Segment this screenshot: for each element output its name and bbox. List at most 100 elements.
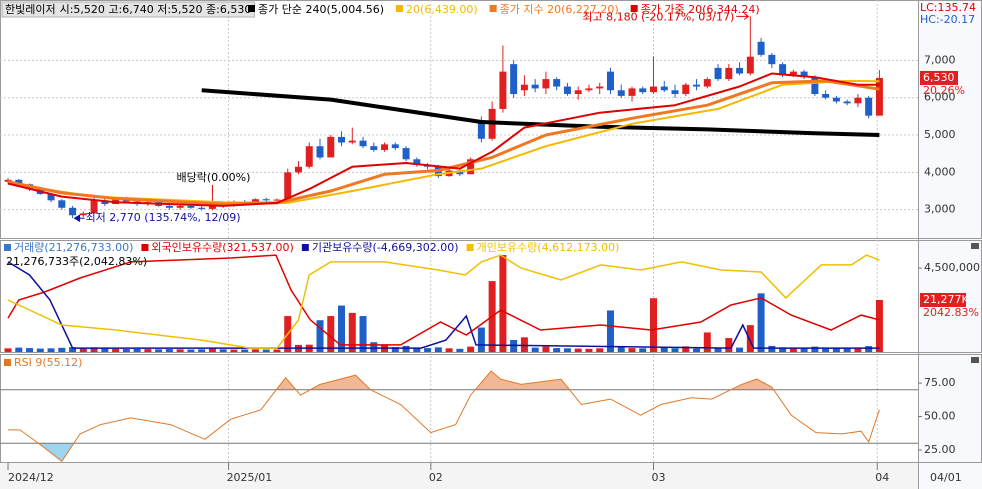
candle-body <box>381 144 389 150</box>
legend-swatch <box>4 244 11 251</box>
volume-bar <box>316 320 324 352</box>
volume-bar <box>617 347 625 352</box>
volume-bar <box>15 347 23 352</box>
candle-body <box>822 94 830 98</box>
legend-label: 기관보유수량(-4,669,302.00) <box>312 241 459 254</box>
candle-body <box>359 140 367 147</box>
legend-label: 종가 가중 20(6,344.24) <box>641 3 760 16</box>
panel-button[interactable] <box>971 243 979 249</box>
volume-bar <box>585 348 593 352</box>
volume-bar <box>682 346 690 352</box>
volume-bar <box>79 348 87 352</box>
legend-swatch <box>248 5 255 12</box>
candle-body <box>499 71 507 109</box>
volume-bar <box>122 349 130 352</box>
legend-swatch <box>630 5 638 12</box>
volume-bar <box>574 348 582 352</box>
candle-body <box>779 64 787 76</box>
legend-swatch <box>141 244 149 251</box>
candle-body <box>187 205 195 208</box>
candle-body <box>639 88 647 93</box>
moving-average-line <box>7 72 880 207</box>
candle-body <box>165 205 173 208</box>
annotation: 최고 8,180 (-20.17%, 03/17) <box>582 10 734 23</box>
y-tick-label: 4,000 <box>924 165 956 178</box>
volume-bar <box>434 347 442 352</box>
candle-body <box>553 79 561 87</box>
volume-bar <box>208 348 216 352</box>
candle-body <box>542 79 550 89</box>
volume-bar <box>165 349 173 352</box>
legend-swatch <box>396 5 404 12</box>
volume-bar <box>596 348 604 352</box>
candle-body <box>811 77 819 95</box>
candle-body <box>682 84 690 95</box>
volume-bar <box>811 346 819 352</box>
last-price-box <box>920 70 958 85</box>
volume-bar <box>327 316 335 352</box>
candle-body <box>843 101 851 104</box>
candle-body <box>101 200 109 205</box>
volume-bar <box>391 347 399 352</box>
volume-bar <box>445 348 453 352</box>
candle-body <box>703 79 711 87</box>
holding-line <box>7 254 880 346</box>
x-tick-label: 04 <box>875 471 889 484</box>
candle-body <box>606 71 614 91</box>
candle-body <box>90 200 98 214</box>
volume-bar <box>101 348 109 352</box>
legend-label: 외국인보유수량(321,537.00) <box>151 241 293 254</box>
volume-bar <box>746 325 754 352</box>
volume-bar <box>628 348 636 352</box>
volume-bar <box>789 348 797 352</box>
candle-body <box>768 54 776 65</box>
volume-bar <box>779 347 787 352</box>
volume-bar <box>736 347 744 352</box>
candle-body <box>58 200 66 208</box>
x-tick-label: 2024/12 <box>8 471 54 484</box>
volume-bar <box>456 348 464 352</box>
candle-body <box>757 41 765 55</box>
last-price-label: 6,530 <box>923 71 955 84</box>
volume-bar <box>273 349 281 352</box>
candle-body <box>650 86 658 93</box>
volume-bar <box>725 338 733 352</box>
y-tick-label: 5,000 <box>924 128 956 141</box>
volume-bar <box>413 347 421 352</box>
candle-body <box>251 199 259 203</box>
volume-bar <box>359 316 367 352</box>
candle-body <box>746 56 754 74</box>
candle-body <box>273 199 281 201</box>
low-change-label: LC:135.74 <box>920 1 976 14</box>
candle-body <box>176 205 184 208</box>
candle-body <box>338 136 346 143</box>
x-axis-area <box>0 463 918 489</box>
y-tick-label: 6,000 <box>924 91 956 104</box>
volume-bar <box>520 337 528 352</box>
rsi-line <box>8 370 880 463</box>
x-tick-label: 03 <box>652 471 666 484</box>
candle-body <box>875 77 883 116</box>
holding-line <box>7 261 880 349</box>
volume-bar <box>402 345 410 352</box>
volume-bar <box>112 348 120 352</box>
chart-title: 한빛레이저 <box>5 3 56 16</box>
candle-body <box>832 97 840 102</box>
volume-bar <box>499 254 507 352</box>
volume-bar <box>542 346 550 352</box>
legend-label: 개인보유수량(4,612,173.00) <box>477 241 620 254</box>
volume-bar <box>467 346 475 352</box>
candle-body <box>69 207 77 216</box>
candle-body <box>402 148 410 160</box>
legend-swatch <box>301 244 309 251</box>
candle-body <box>854 97 862 104</box>
candle-body <box>574 90 582 95</box>
x-tick-label: 2025/01 <box>227 471 273 484</box>
volume-bar <box>865 346 873 352</box>
volume-bar <box>660 347 668 352</box>
volume-bar <box>241 349 249 352</box>
volume-bar <box>639 348 647 352</box>
candle-body <box>736 67 744 74</box>
panel-button[interactable] <box>971 357 979 363</box>
volume-bar <box>757 293 765 352</box>
